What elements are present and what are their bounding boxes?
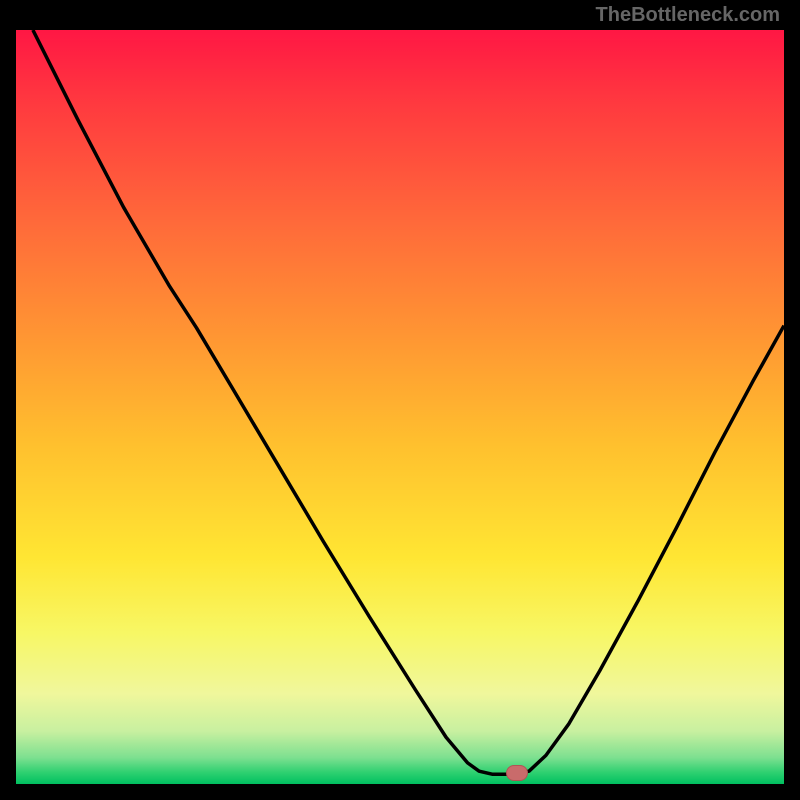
bottleneck-curve <box>16 30 784 784</box>
attribution-watermark: TheBottleneck.com <box>596 4 780 27</box>
optimal-point-marker <box>506 765 528 781</box>
plot-area <box>16 30 784 784</box>
